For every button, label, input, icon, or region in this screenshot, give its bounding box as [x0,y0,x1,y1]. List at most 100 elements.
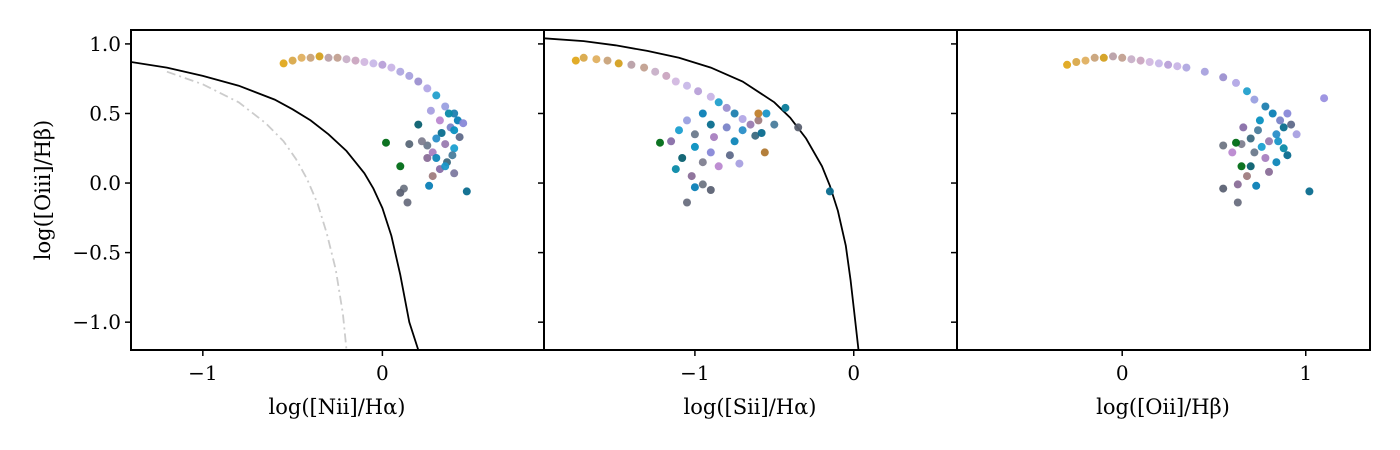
panel-oii-yticks [951,43,957,323]
panel-oii-xlabel: log([Oii]/Hβ) [1096,395,1230,419]
x-tick-label: 0 [847,361,860,385]
data-point [417,137,426,146]
data-point [414,77,423,86]
data-point [428,172,437,181]
data-point [1250,148,1259,157]
data-point [710,133,718,142]
data-point [751,131,760,140]
y-tick-label: −0.5 [72,241,121,265]
data-point [1246,134,1255,143]
data-point [435,116,444,125]
data-point [706,148,715,157]
data-point [1136,56,1145,65]
data-point [781,103,790,112]
data-point [1261,102,1270,111]
demarcation-line [131,61,420,350]
panel-nii: −1 0 1.0 0.5 0.0 −0.5 −1.0 log([Nii]/Hα) log(… [31,29,545,419]
data-point [794,123,803,132]
data-point [651,67,660,76]
data-point [706,92,715,101]
data-point [722,123,731,132]
y-tick-label: 0.0 [89,171,121,195]
data-point [725,151,734,160]
data-point [360,58,369,66]
data-point [423,154,432,162]
data-point [770,120,779,129]
data-point [1219,184,1228,193]
data-point [1237,162,1246,171]
panel-nii-xlabel: log([Nii]/Hα) [269,395,406,419]
data-point [1283,151,1292,160]
data-point [1255,116,1264,125]
data-point [444,109,453,118]
data-point [1283,109,1292,118]
data-point [396,188,405,197]
data-point [690,130,699,139]
data-point [571,56,580,65]
data-point [667,137,676,146]
data-point [1164,60,1173,69]
data-point [382,138,390,147]
data-point [1268,109,1277,118]
data-point [1272,158,1281,167]
data-point [1243,87,1251,96]
data-point [1265,137,1273,146]
data-point [1279,144,1288,153]
data-point [1145,58,1154,66]
data-point [1127,55,1136,64]
data-point [396,67,405,76]
data-point [425,181,434,190]
data-point [1232,138,1240,147]
data-point [1118,53,1127,62]
data-point [1063,60,1072,69]
data-point [690,183,699,192]
panel-nii-yticks: 1.0 0.5 0.0 −0.5 −1.0 [72,32,131,334]
data-point [1276,116,1285,125]
panel-oii-frame [956,29,1371,351]
data-point [1233,180,1242,189]
data-point [1090,53,1099,62]
data-point [414,120,423,129]
kauffmann-line [166,70,348,350]
data-point [369,59,378,68]
demarcation-line [544,37,860,350]
data-point [754,116,763,125]
data-point [760,148,769,157]
data-point [441,140,450,149]
data-point [698,109,707,118]
data-point [627,60,636,69]
data-point [1274,137,1283,146]
data-point [462,187,471,196]
data-point [437,129,446,137]
data-point [825,187,834,196]
data-point [694,87,703,96]
data-point [1239,123,1248,132]
data-point [738,115,747,123]
data-point [614,59,623,68]
data-point [671,165,680,174]
data-point [757,129,766,137]
data-point [683,116,691,125]
data-point [690,142,699,151]
data-point [378,60,387,69]
data-point [387,63,396,72]
data-point [1272,130,1281,139]
data-point [746,120,755,129]
data-point [592,55,601,64]
data-point [687,172,696,181]
data-point [441,162,450,171]
data-point [1182,63,1191,72]
panel-nii-xticks: −1 0 [188,350,389,385]
data-point [450,169,459,178]
data-point [671,77,680,86]
data-point [1243,172,1251,181]
data-point [683,81,691,90]
panel-nii-frame [130,29,545,351]
data-point [698,158,707,167]
data-point [1072,58,1081,66]
data-point [450,126,459,135]
data-point [324,53,333,62]
y-tick-label: −1.0 [72,310,121,334]
data-point [1173,62,1182,71]
